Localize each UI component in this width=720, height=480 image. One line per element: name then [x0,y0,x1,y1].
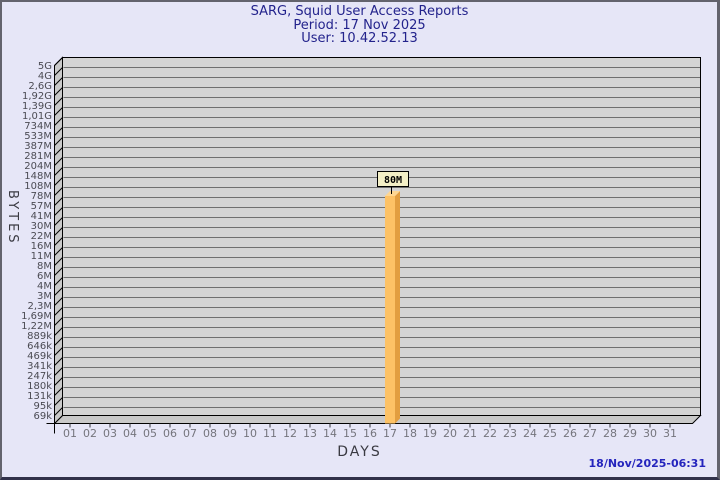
plot-area [62,57,701,416]
report-period: Period: 17 Nov 2025 [293,17,426,33]
y-tick-label: 204M [24,161,52,172]
x-tick-label: 17 [383,427,397,440]
y-tick-label: 889k [27,331,52,342]
x-axis-title: DAYS [337,444,382,460]
x-tick-label: 01 [63,427,77,440]
x-tick-label: 13 [303,427,317,440]
y-tick-label: 281M [24,151,52,162]
y-tick-label: 69k [33,411,52,422]
y-tick-label: 108M [24,181,52,192]
x-tick-label: 11 [263,427,277,440]
x-tick-label: 23 [503,427,517,440]
y-tick-label: 469k [27,351,52,362]
y-tick-label: 1,92G [22,91,52,102]
report-user: User: 10.42.52.13 [301,31,418,46]
bar-value-text: 80M [384,175,402,186]
y-tick-label: 734M [24,121,52,132]
x-tick-label: 24 [523,427,537,440]
y-tick-label: 1,22M [21,321,52,332]
y-axis-ticks [54,57,63,416]
y-tick-label: 22M [31,231,52,242]
y-tick-label: 1,01G [22,111,52,122]
y-tick-label: 131k [27,391,52,402]
x-tick-label: 19 [423,427,437,440]
x-tick-label: 03 [103,427,117,440]
x-tick-label: 08 [203,427,217,440]
y-tick-label: 341k [27,361,52,372]
generated-timestamp: 18/Nov/2025-06:31 [588,457,706,470]
y-tick-label: 3M [37,291,52,302]
x-tick-label: 20 [443,427,457,440]
x-tick-label: 22 [483,427,497,440]
report-title: SARG, Squid User Access Reports [250,4,469,19]
bar-day-17 [385,191,400,424]
y-tick-label: 1,39G [22,101,52,112]
x-tick-label: 04 [123,427,137,440]
x-tick-label: 27 [583,427,597,440]
y-tick-label: 387M [24,141,52,152]
report-header: SARG, Squid User Access Reports Period: … [2,5,717,46]
y-tick-label: 5G [38,61,52,72]
y-tick-label: 148M [24,171,52,182]
x-tick-label: 05 [143,427,157,440]
y-tick-label: 247k [27,371,52,382]
y-tick-label: 57M [31,201,52,212]
x-tick-label: 18 [403,427,417,440]
y-tick-label: 1,69M [21,311,52,322]
x-tick-label: 09 [223,427,237,440]
x-tick-label: 12 [283,427,297,440]
y-tick-label: 78M [31,191,52,202]
x-tick-label: 06 [163,427,177,440]
x-tick-label: 28 [603,427,617,440]
y-tick-label: 533M [24,131,52,142]
y-axis-title: BYTES [5,190,20,246]
x-tick-label: 29 [623,427,637,440]
x-tick-label: 07 [183,427,197,440]
x-tick-label: 16 [363,427,377,440]
bar-value-label: 80M [377,171,409,194]
y-tick-label: 95k [33,401,52,412]
x-tick-label: 14 [323,427,337,440]
y-tick-label: 4M [37,281,52,292]
y-tick-label: 11M [31,251,52,262]
y-tick-label: 2,3M [27,301,52,312]
x-tick-label: 31 [663,427,677,440]
x-tick-label: 26 [563,427,577,440]
x-tick-label: 10 [243,427,257,440]
y-tick-label: 16M [31,241,52,252]
x-tick-label: 30 [643,427,657,440]
y-axis-tick-labels: 5G4G2,6G1,92G1,39G1,01G734M533M387M281M2… [21,61,52,422]
x-tick-label: 02 [83,427,97,440]
y-tick-label: 180k [27,381,52,392]
x-axis-ticks [69,423,671,428]
y-tick-label: 30M [31,221,52,232]
y-tick-label: 8M [37,261,52,272]
y-tick-label: 646k [27,341,52,352]
plot-border [62,57,701,416]
y-tick-label: 41M [31,211,52,222]
x-tick-label: 21 [463,427,477,440]
axis-origin [46,423,55,434]
x-axis-tick-labels: 01 02 03 04 05 06 07 08 09 10 11 12 13 14 15 16 17 18 19 20… [63,427,677,440]
x-tick-label: 25 [543,427,557,440]
y-tick-label: 4G [38,71,52,82]
y-tick-label: 6M [37,271,52,282]
x-tick-label: 15 [343,427,357,440]
y-tick-label: 2,6G [28,81,52,92]
